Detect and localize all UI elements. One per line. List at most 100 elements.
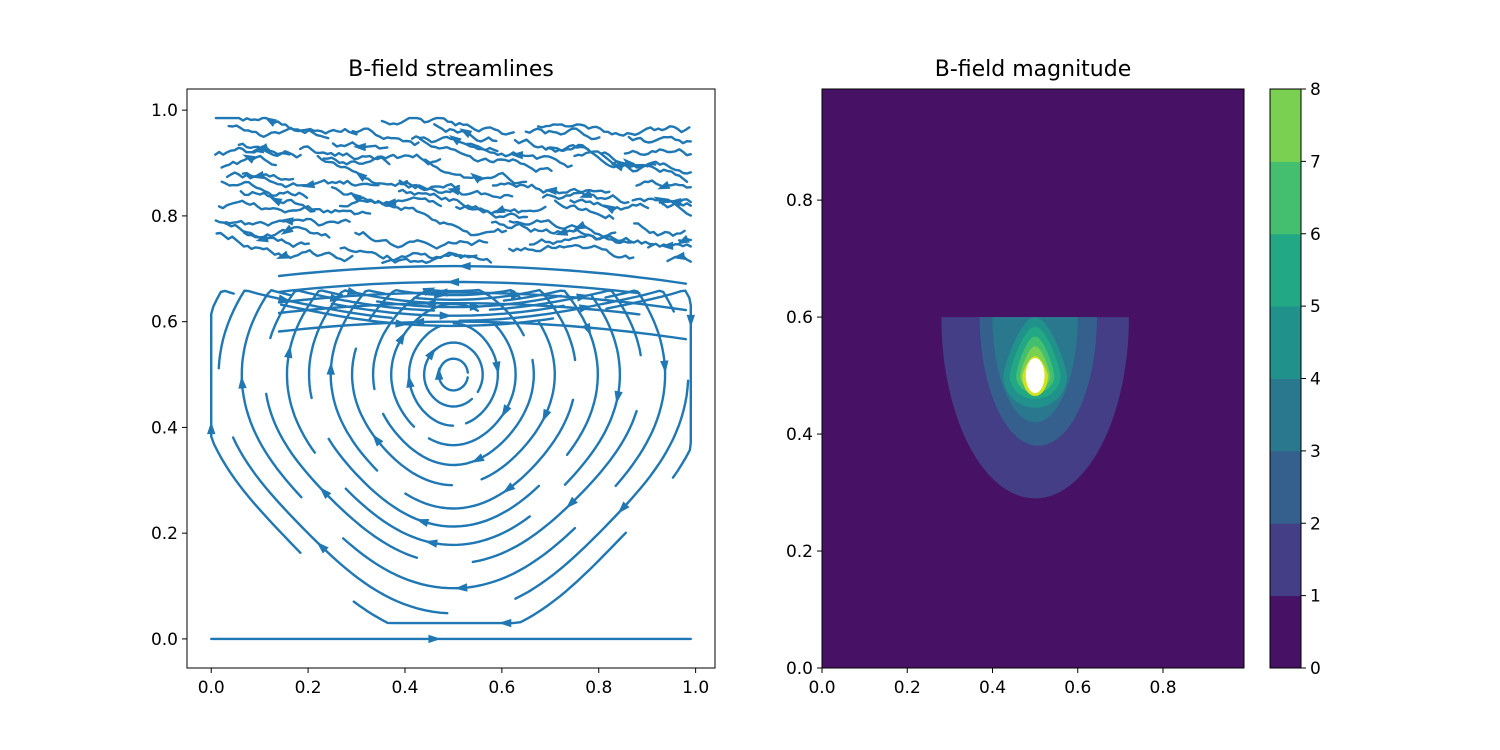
x-tick-label: 0.0 xyxy=(808,678,835,698)
y-tick-label: 0.2 xyxy=(786,542,813,562)
streamline-arrow xyxy=(544,186,558,196)
streamline-arrow xyxy=(423,299,436,308)
streamline-arrow xyxy=(434,288,448,297)
y-tick-label: 0.0 xyxy=(151,630,178,650)
streamline-arrow xyxy=(242,154,256,164)
contour-chart-title: B-field magnitude xyxy=(935,57,1132,82)
streamline-arrow xyxy=(469,302,483,312)
streamline xyxy=(508,243,635,260)
streamline xyxy=(351,127,420,147)
y-tick-label: 0.8 xyxy=(786,191,813,211)
streamline-x-axis: 0.0 0.2 0.4 0.6 0.8 1.0 xyxy=(198,668,709,698)
y-tick-label: 0.8 xyxy=(151,207,178,227)
y-tick-label: 0.4 xyxy=(151,418,178,438)
streamline-arrow xyxy=(542,408,552,422)
colorbar-bands xyxy=(1270,89,1301,669)
streamline-arrow xyxy=(415,518,430,527)
streamline-arrow xyxy=(686,314,695,328)
streamline-arrow xyxy=(395,331,406,345)
streamline xyxy=(322,153,442,166)
streamline-arrow xyxy=(269,197,283,207)
streamline xyxy=(524,127,601,141)
colorbar-band xyxy=(1270,450,1301,524)
streamline xyxy=(553,199,615,220)
streamline-arrow xyxy=(470,172,483,184)
x-tick-label: 0.6 xyxy=(488,678,515,698)
streamline-chart-title: B-field streamlines xyxy=(348,57,554,82)
y-tick-label: 1.0 xyxy=(151,101,178,121)
streamline-arrow xyxy=(454,583,468,592)
colorbar-tick-label: 4 xyxy=(1310,370,1321,390)
streamline-arrow xyxy=(284,345,293,359)
streamline-axes: 0.0 0.2 0.4 0.6 0.8 1.0 0.0 0.2 0.4 0.6 0.8 1.0 B-… xyxy=(151,57,716,698)
streamline xyxy=(220,180,309,199)
streamline xyxy=(339,246,478,264)
streamline-arrow xyxy=(554,227,569,236)
streamline-arrow xyxy=(657,180,671,190)
x-tick-label: 0.2 xyxy=(894,678,921,698)
contour-plot-frame xyxy=(821,88,1245,669)
streamline-arrow xyxy=(492,204,506,214)
streamline-arrow xyxy=(672,251,686,260)
streamline-arrow xyxy=(660,241,674,251)
streamline xyxy=(418,137,553,173)
streamline-y-axis: 0.0 0.2 0.4 0.6 0.8 1.0 xyxy=(151,101,187,650)
contour-core xyxy=(1025,358,1045,394)
streamline-arrow xyxy=(582,322,592,337)
colorbar-axis: 0 1 2 3 4 5 6 7 8 xyxy=(1301,80,1321,679)
streamline-arrow xyxy=(510,291,524,300)
streamline-arrow xyxy=(255,234,269,243)
streamline-arrow xyxy=(354,171,368,182)
colorbar-band xyxy=(1270,161,1301,235)
streamline xyxy=(277,302,641,316)
streamline-arrow xyxy=(510,151,524,160)
streamline-arrow xyxy=(422,287,436,296)
streamline-arrow xyxy=(448,134,462,146)
streamline-arrow xyxy=(280,224,294,235)
x-tick-label: 0.8 xyxy=(585,678,612,698)
colorbar-band xyxy=(1270,233,1301,307)
x-tick-label: 0.4 xyxy=(391,678,418,698)
streamline xyxy=(380,116,515,136)
contour-x-axis: 0.0 0.2 0.4 0.6 0.8 xyxy=(808,668,1177,698)
streamline-arrow xyxy=(346,286,361,296)
streamline-arrow xyxy=(576,293,590,302)
streamline xyxy=(537,123,691,137)
streamline-arrow xyxy=(492,361,501,375)
streamline-arrow xyxy=(653,196,667,206)
streamline-arrow xyxy=(434,367,444,380)
colorbar-band xyxy=(1270,306,1301,379)
streamline-arrow xyxy=(251,145,265,154)
colorbar-band xyxy=(1270,378,1301,452)
streamline-arrow xyxy=(439,311,453,320)
colorbar-band xyxy=(1270,595,1301,669)
streamline xyxy=(227,124,358,138)
streamline-arrow xyxy=(446,277,460,287)
y-tick-label: 0.2 xyxy=(151,524,178,544)
x-tick-label: 0.2 xyxy=(295,678,322,698)
streamline-arrow-layer xyxy=(207,116,695,644)
streamline xyxy=(217,199,372,216)
streamline xyxy=(627,135,692,145)
streamline-arrow xyxy=(565,496,578,509)
streamline-arrow xyxy=(502,482,516,494)
colorbar-tick-label: 2 xyxy=(1310,514,1321,534)
colorbar-band xyxy=(1270,523,1301,597)
streamline-arrow xyxy=(238,375,247,389)
streamline-arrow xyxy=(264,116,278,127)
streamline-arrow xyxy=(406,374,415,388)
streamline-arrow xyxy=(660,360,669,374)
contour-y-axis: 0.0 0.2 0.4 0.6 0.8 xyxy=(786,191,822,679)
streamline-arrow xyxy=(277,294,292,303)
streamline xyxy=(528,231,617,246)
streamline-arrow xyxy=(424,539,438,548)
streamline-arrow xyxy=(578,304,593,313)
streamline-arrow xyxy=(316,541,329,554)
streamline-arrow xyxy=(207,421,216,435)
streamline-arrow xyxy=(411,317,425,327)
streamline-arrow xyxy=(622,158,636,170)
streamline-arrow xyxy=(614,390,623,404)
y-tick-label: 0.6 xyxy=(151,313,178,333)
